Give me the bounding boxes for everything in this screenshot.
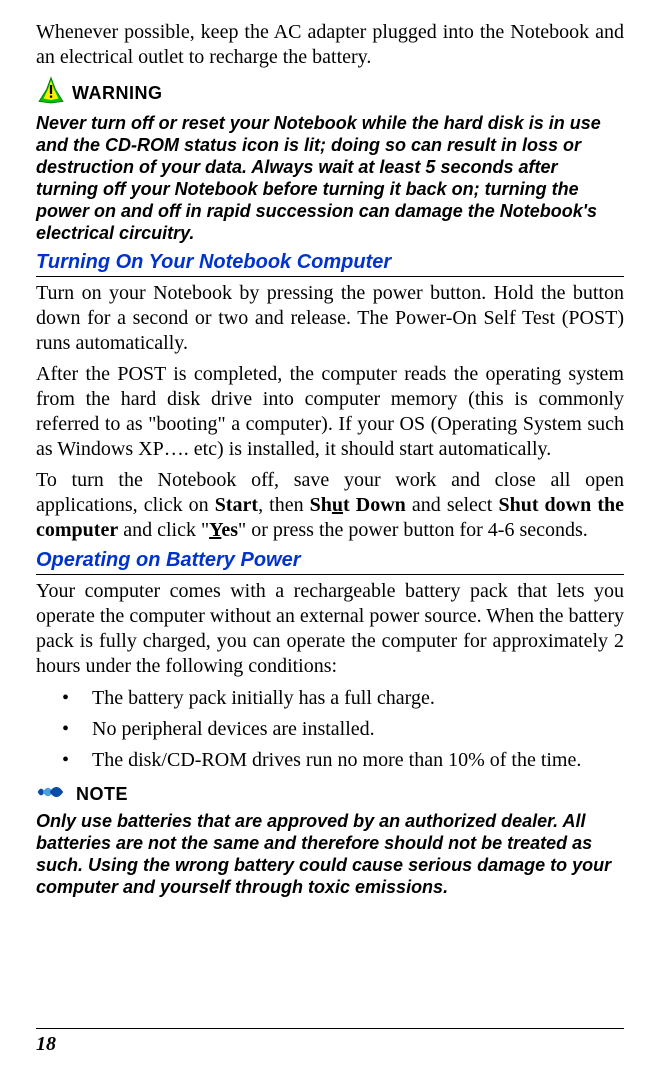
warning-header: WARNING: [36, 76, 624, 111]
document-page: Whenever possible, keep the AC adapter p…: [0, 0, 656, 1076]
note-header: NOTE: [36, 780, 624, 809]
note-label: NOTE: [76, 784, 128, 805]
turning-on-p3: To turn the Notebook off, save your work…: [36, 468, 624, 543]
note-text: Only use batteries that are approved by …: [36, 811, 624, 899]
warning-label: WARNING: [72, 83, 163, 104]
p3-shut-pre: Sh: [310, 494, 332, 516]
p3-yes-u: Y: [209, 519, 221, 541]
warning-icon: [36, 76, 66, 111]
p3-shut-u: u: [332, 494, 343, 516]
p3-shut-post: t Down: [343, 494, 406, 516]
intro-paragraph: Whenever possible, keep the AC adapter p…: [36, 20, 624, 70]
p3-mid1: , then: [258, 494, 310, 516]
section-heading-turning-on: Turning On Your Notebook Computer: [36, 251, 624, 277]
list-item: The disk/CD-ROM drives run no more than …: [92, 747, 624, 774]
p3-start: Start: [215, 494, 258, 516]
p3-yes-rest: es: [221, 519, 238, 541]
note-icon: [36, 780, 70, 809]
page-number: 18: [36, 1028, 624, 1056]
turning-on-p1: Turn on your Notebook by pressing the po…: [36, 281, 624, 356]
list-item: No peripheral devices are installed.: [92, 716, 624, 743]
warning-text: Never turn off or reset your Notebook wh…: [36, 113, 624, 245]
battery-bullet-list: The battery pack initially has a full ch…: [36, 685, 624, 774]
list-item: The battery pack initially has a full ch…: [92, 685, 624, 712]
battery-p1: Your computer comes with a rechargeable …: [36, 579, 624, 679]
turning-on-p2: After the POST is completed, the compute…: [36, 362, 624, 462]
p3-mid2: and select: [406, 494, 499, 516]
p3-mid3: and click ": [118, 519, 209, 541]
section-heading-battery: Operating on Battery Power: [36, 549, 624, 575]
p3-tail: " or press the power button for 4-6 seco…: [238, 519, 588, 541]
